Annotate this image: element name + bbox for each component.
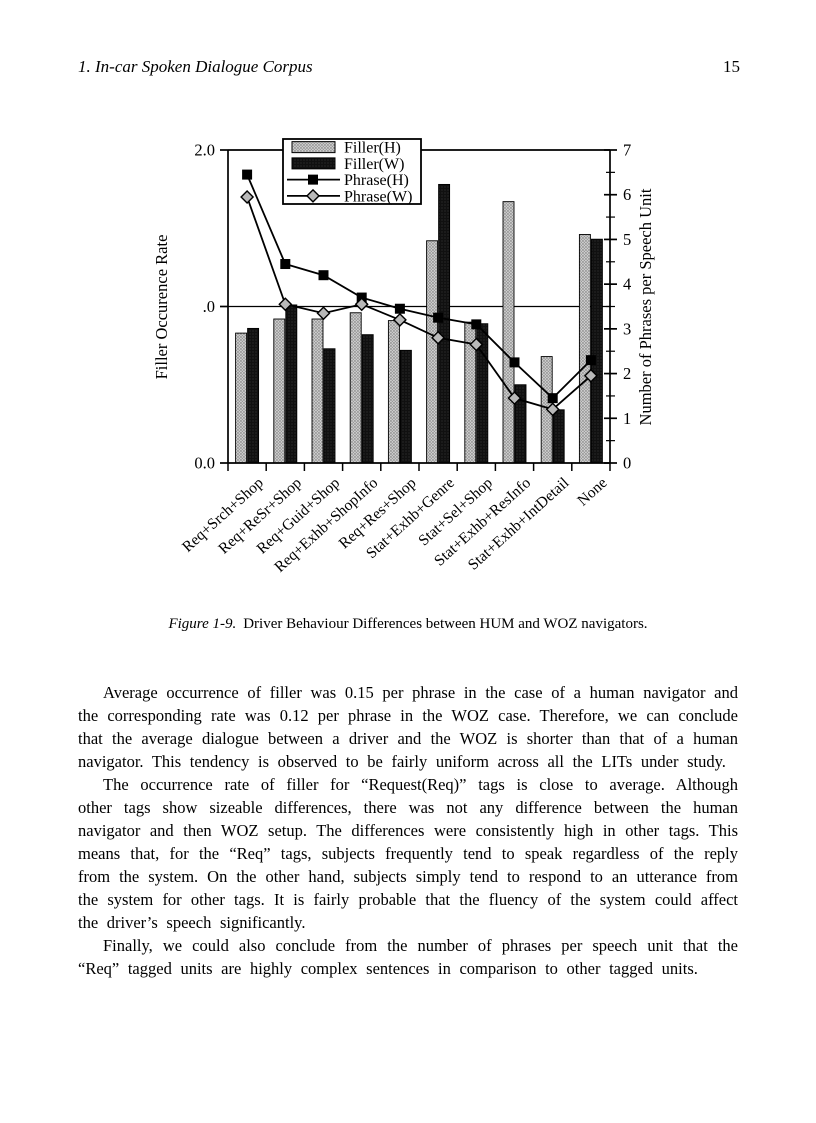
- bar: [552, 409, 565, 464]
- bar: [502, 201, 515, 464]
- paragraph-3: Finally, we could also conclude from the…: [78, 936, 738, 978]
- square-marker: [471, 319, 482, 330]
- y-axis-right: 0 1 2 3 4 5 6 7: [604, 141, 631, 473]
- figure-caption-label: Figure 1-9.: [168, 616, 237, 632]
- bar: [311, 318, 324, 464]
- legend-swatch: [291, 141, 336, 154]
- right-tick-label: 6: [623, 185, 631, 204]
- square-marker: [242, 169, 253, 180]
- legend-label: Phrase(W): [344, 188, 412, 205]
- bar: [285, 304, 298, 464]
- square-marker: [547, 393, 558, 404]
- right-tick-label: 0: [623, 454, 631, 473]
- legend-label: Phrase(H): [344, 172, 409, 189]
- legend-swatch: [291, 157, 336, 170]
- bar: [590, 238, 603, 464]
- bars-filler-w: [247, 183, 603, 464]
- line-phrase-w: [240, 189, 598, 417]
- x-tick-label: None: [574, 474, 610, 509]
- bar: [578, 234, 591, 464]
- paragraph-2: The occurrence rate of filler for “Reque…: [78, 775, 738, 932]
- bar: [426, 240, 439, 464]
- square-marker: [509, 357, 520, 368]
- square-marker: [308, 174, 318, 185]
- page-header: 1. In-car Spoken Dialogue Corpus 15: [78, 57, 740, 77]
- right-tick-label: 3: [623, 319, 631, 338]
- figure-caption-text: Driver Behaviour Differences between HUM…: [243, 616, 648, 632]
- bar: [273, 318, 286, 464]
- square-marker: [394, 303, 405, 314]
- diamond-marker: [316, 306, 331, 321]
- diamond-marker: [240, 189, 255, 204]
- bar: [235, 332, 248, 464]
- diamond-marker: [392, 312, 407, 327]
- diamond-marker: [469, 337, 484, 352]
- bar: [387, 320, 400, 464]
- right-tick-label: 2: [623, 364, 631, 383]
- left-tick-label: 2.0: [194, 141, 215, 160]
- right-tick-label: 5: [623, 230, 631, 249]
- square-marker: [585, 355, 596, 366]
- bar: [438, 183, 451, 464]
- bar: [361, 334, 374, 464]
- diamond-marker: [354, 297, 369, 312]
- diamond-marker: [583, 368, 598, 383]
- y-axis-left: 2.0 .0 0.0: [194, 141, 228, 473]
- square-marker: [318, 270, 329, 281]
- left-tick-label: 0.0: [194, 454, 215, 473]
- right-tick-label: 7: [623, 141, 631, 160]
- chart-legend: Filler(H)Filler(W)Phrase(H)Phrase(W): [282, 138, 422, 205]
- bar: [349, 312, 362, 464]
- body-text: Average occurrence of filler was 0.15 pe…: [78, 681, 738, 980]
- left-axis-title: Filler Occurence Rate: [152, 235, 171, 380]
- right-tick-label: 1: [623, 409, 631, 428]
- header-title: 1. In-car Spoken Dialogue Corpus: [78, 57, 313, 76]
- bar: [247, 327, 260, 464]
- diamond-marker: [431, 330, 446, 345]
- square-marker: [433, 312, 444, 323]
- legend-label: Filler(H): [344, 140, 401, 157]
- bar: [323, 348, 336, 464]
- right-tick-label: 4: [623, 275, 631, 294]
- figure-caption: Figure 1-9. Driver Behaviour Differences …: [0, 616, 816, 633]
- legend-label: Filler(W): [344, 156, 404, 173]
- diamond-marker: [545, 402, 560, 417]
- left-tick-label: .0: [203, 297, 215, 316]
- bar: [399, 349, 412, 464]
- diamond-marker: [306, 188, 320, 203]
- right-axis-title: Number of Phrases per Speech Unit: [636, 188, 655, 425]
- diamond-marker: [507, 391, 522, 406]
- diamond-marker: [278, 297, 293, 312]
- paragraph-1: Average occurrence of filler was 0.15 pe…: [78, 683, 738, 771]
- header-page-number: 15: [723, 57, 740, 76]
- figure-1-9-chart: 2.0 .0 0.0 0 1 2 3 4 5 6 7 Req+Srch+ShopReq+ReSr+Sh…: [152, 138, 655, 576]
- x-axis: Req+Srch+ShopReq+ReSr+ShopReq+Guid+ShopR…: [179, 463, 611, 576]
- square-marker: [280, 259, 291, 270]
